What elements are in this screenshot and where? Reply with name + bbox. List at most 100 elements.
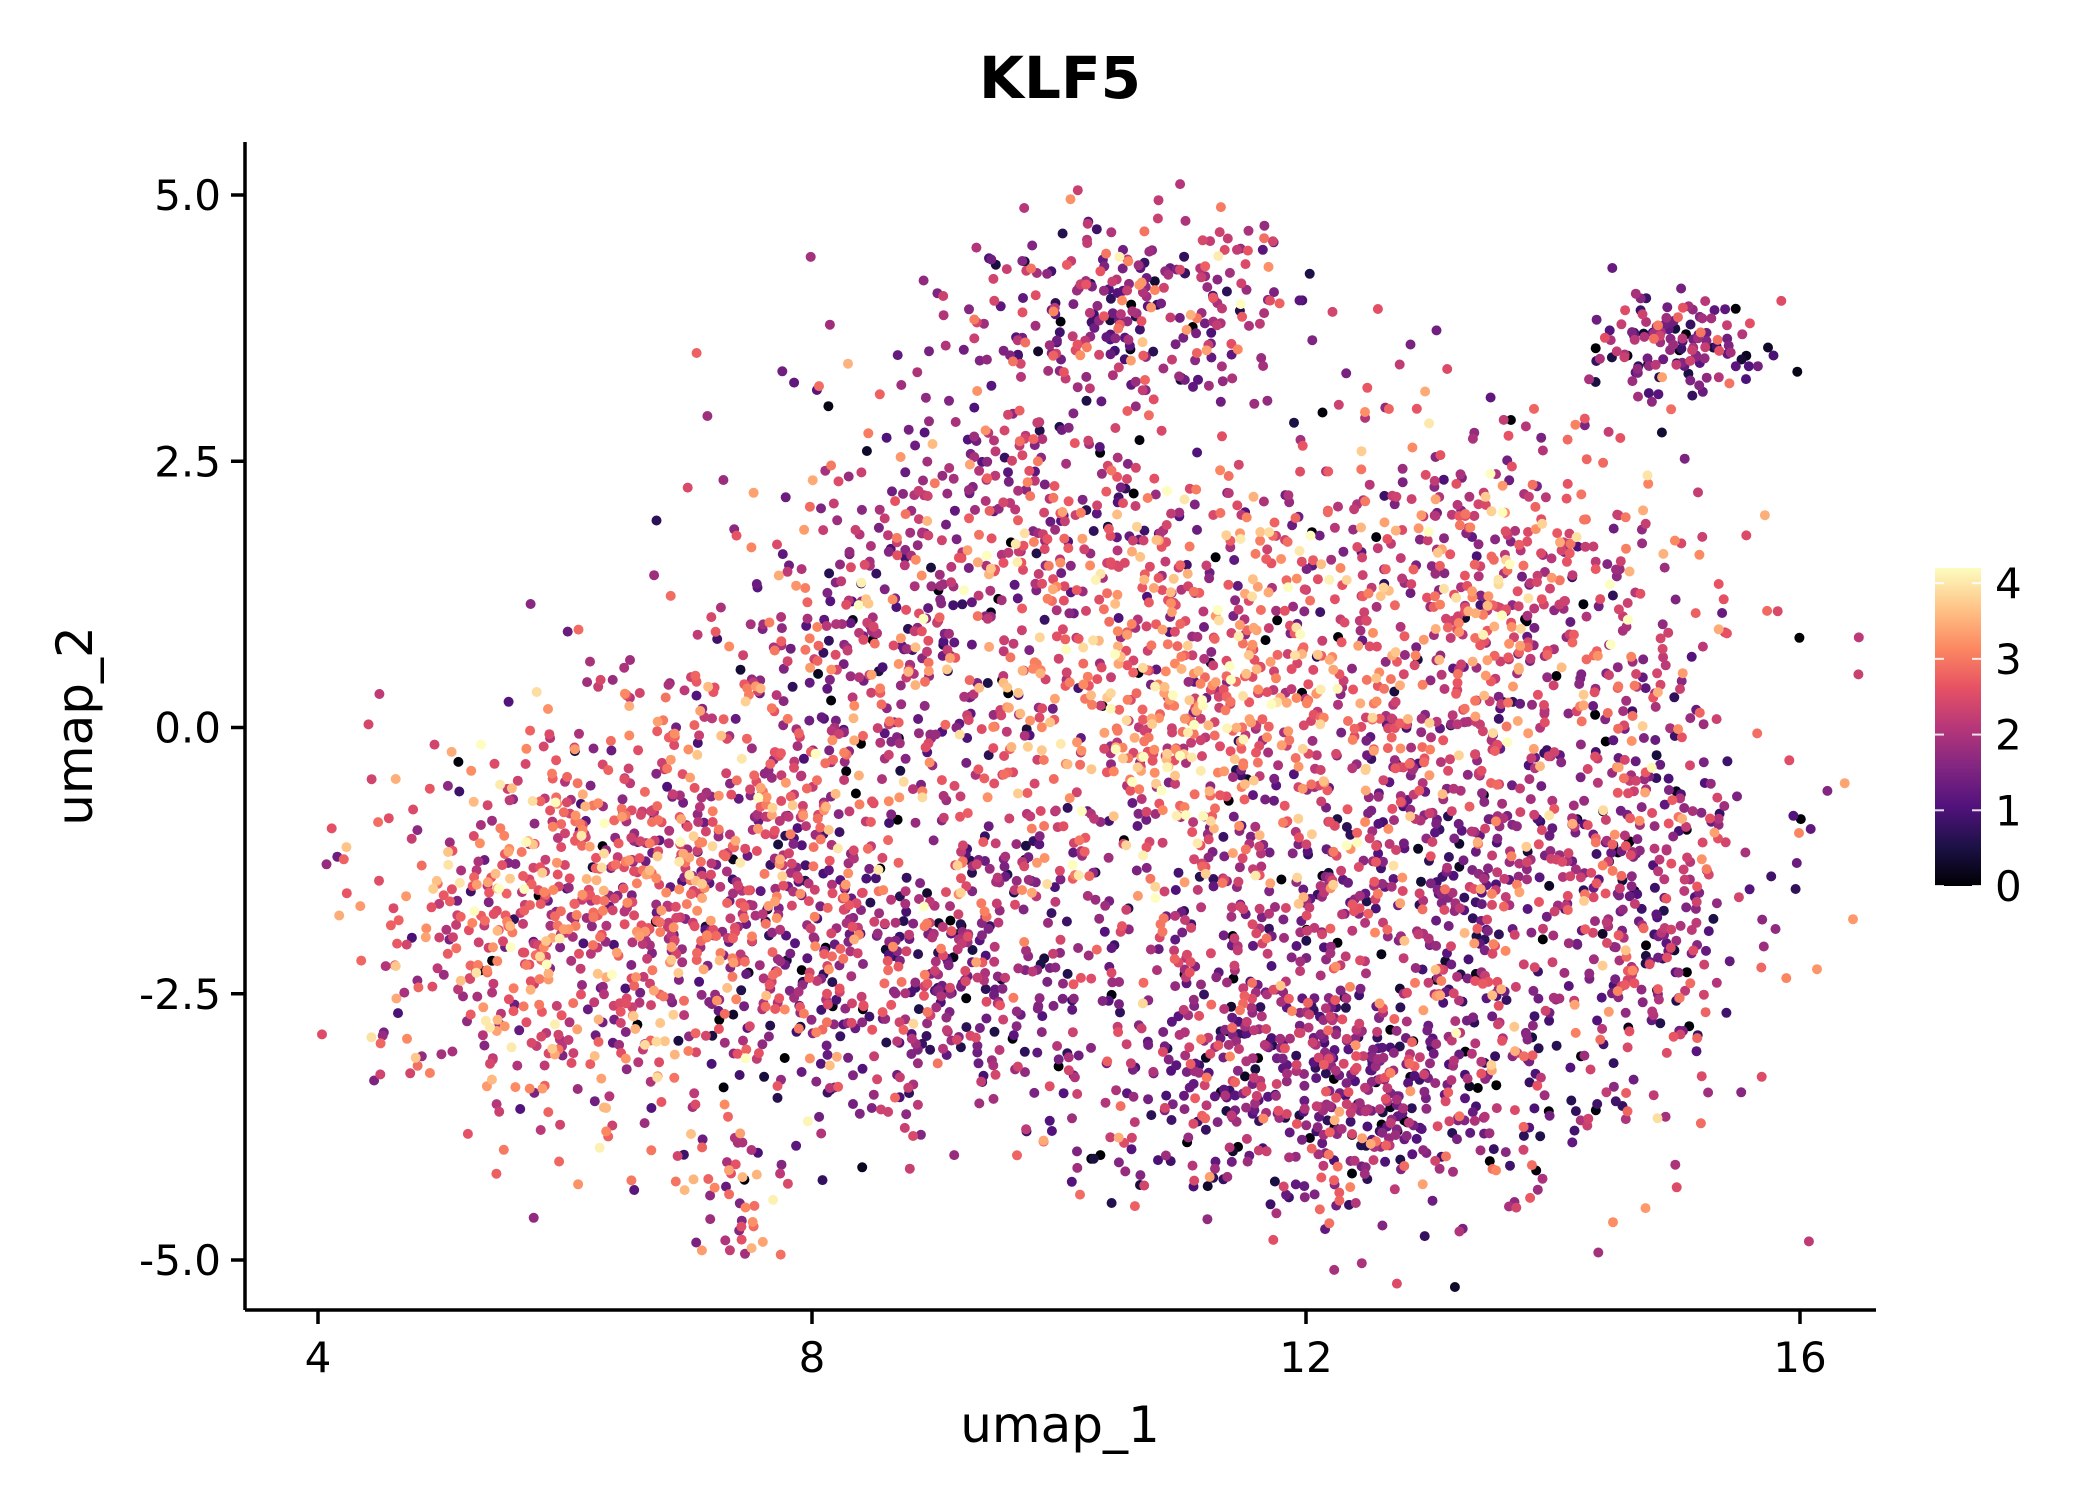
scatter-point (777, 549, 788, 560)
scatter-point (793, 728, 804, 739)
scatter-point (468, 831, 479, 841)
scatter-point (821, 1040, 832, 1051)
scatter-point (1184, 967, 1195, 978)
scatter-point (1576, 669, 1587, 680)
scatter-point (922, 1018, 933, 1029)
scatter-point (1307, 735, 1318, 746)
scatter-point (951, 534, 962, 545)
scatter-point (555, 906, 566, 917)
scatter-point (1663, 785, 1674, 795)
scatter-point (948, 600, 959, 611)
scatter-point (1153, 944, 1164, 955)
scatter-point (1335, 563, 1346, 573)
scatter-point (1032, 857, 1042, 868)
scatter-point (844, 900, 855, 911)
scatter-point (1016, 625, 1027, 636)
scatter-point (1610, 942, 1621, 953)
scatter-point (1395, 553, 1406, 564)
scatter-point (1218, 930, 1229, 941)
scatter-point (1138, 977, 1149, 988)
scatter-point (1261, 933, 1272, 944)
scatter-point (771, 913, 782, 924)
scatter-point (1233, 876, 1244, 887)
scatter-point (1201, 1072, 1212, 1083)
scatter-point (1055, 316, 1066, 327)
scatter-point (1602, 559, 1613, 570)
scatter-point (1440, 884, 1450, 895)
scatter-point (872, 1074, 883, 1085)
scatter-point (1471, 551, 1482, 562)
scatter-point (812, 813, 823, 824)
scatter-point (1581, 611, 1592, 622)
scatter-point (694, 802, 705, 812)
scatter-point (760, 1001, 771, 1012)
scatter-point (1209, 1091, 1220, 1102)
scatter-point (474, 838, 485, 849)
scatter-point (753, 823, 763, 834)
scatter-point (768, 969, 779, 980)
scatter-point (1271, 1090, 1281, 1101)
scatter-point (1518, 560, 1529, 571)
scatter-point (835, 1031, 846, 1042)
scatter-point (1276, 874, 1287, 885)
scatter-point (1363, 808, 1374, 819)
scatter-point (1045, 516, 1056, 527)
scatter-point (599, 895, 610, 906)
scatter-point (584, 841, 595, 852)
scatter-point (1188, 381, 1198, 392)
scatter-point (1419, 1086, 1430, 1097)
scatter-point (1037, 434, 1048, 445)
scatter-point (1028, 537, 1039, 547)
scatter-point (1790, 884, 1801, 894)
scatter-point (1248, 940, 1258, 951)
scatter-point (1359, 607, 1370, 618)
scatter-point (900, 753, 911, 764)
scatter-point (1061, 259, 1072, 270)
scatter-point (1697, 641, 1708, 652)
scatter-point (1202, 1181, 1213, 1192)
scatter-point (893, 857, 904, 868)
scatter-point (913, 1004, 924, 1015)
scatter-point (1430, 1078, 1441, 1089)
scatter-point (1299, 1069, 1309, 1079)
scatter-point (1389, 755, 1400, 766)
scatter-point (1679, 874, 1690, 885)
scatter-point (1432, 1121, 1443, 1132)
scatter-point (451, 943, 462, 954)
scatter-point (1418, 634, 1429, 645)
scatter-point (1293, 1027, 1304, 1038)
scatter-point (1627, 965, 1638, 976)
scatter-point (932, 1058, 943, 1069)
scatter-point (1043, 365, 1054, 376)
scatter-point (1283, 490, 1294, 501)
scatter-point (826, 695, 837, 706)
scatter-point (1391, 1094, 1402, 1105)
scatter-point (621, 1064, 632, 1075)
scatter-point (1048, 492, 1059, 503)
scatter-point (1364, 641, 1375, 652)
scatter-point (1510, 525, 1521, 536)
scatter-point (1579, 795, 1590, 806)
scatter-point (1058, 1088, 1069, 1099)
scatter-point (1009, 579, 1020, 590)
scatter-point (1653, 952, 1664, 963)
scatter-point (789, 377, 800, 388)
scatter-point (1246, 1002, 1257, 1013)
scatter-point (815, 822, 826, 833)
scatter-point (1380, 1093, 1391, 1104)
scatter-point (1443, 852, 1454, 862)
scatter-point (1146, 302, 1157, 313)
scatter-point (910, 817, 921, 828)
scatter-point (1603, 1006, 1614, 1017)
scatter-point (1352, 827, 1363, 838)
scatter-point (488, 942, 498, 953)
scatter-point (1675, 920, 1686, 931)
scatter-point (776, 623, 787, 634)
scatter-point (1526, 753, 1537, 764)
scatter-point (1271, 1079, 1282, 1089)
scatter-point (402, 1033, 412, 1044)
scatter-point (812, 655, 823, 666)
scatter-point (1068, 408, 1079, 419)
scatter-point (1477, 788, 1487, 799)
scatter-point (877, 662, 888, 673)
